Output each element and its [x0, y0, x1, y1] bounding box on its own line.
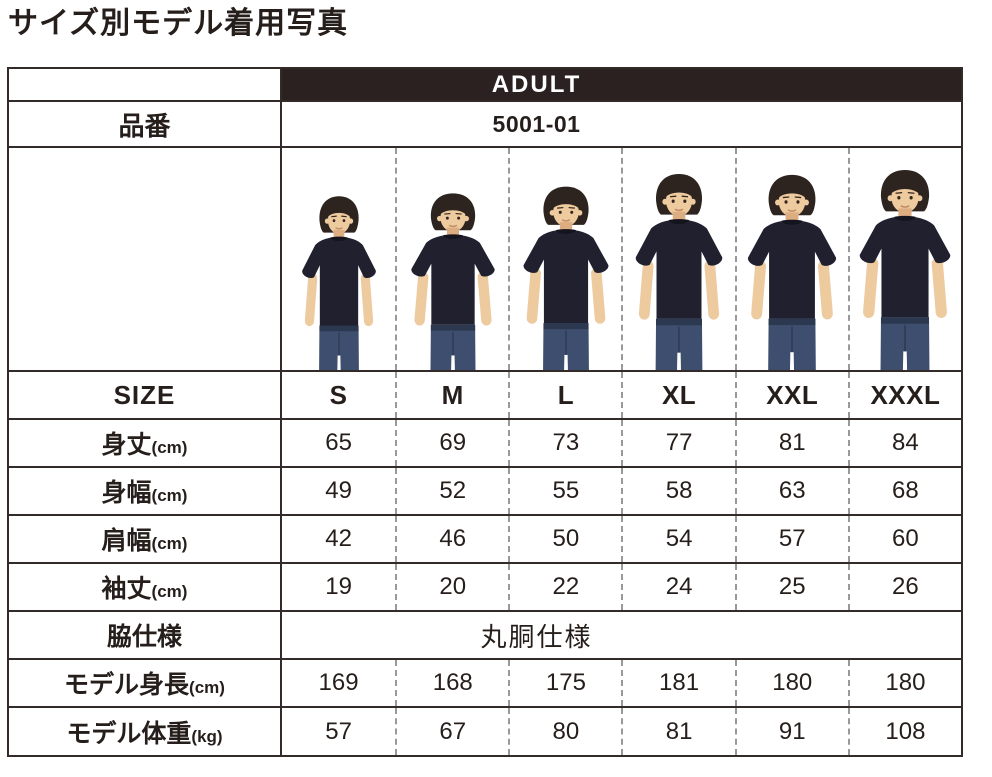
sleeve-length-row: 袖丈(cm) 19 20 22 24 25 26: [9, 564, 961, 612]
value-cell: 84: [847, 420, 961, 466]
row-label-text: 身幅: [101, 479, 152, 507]
size-cell-l: L: [508, 372, 621, 418]
value-cell: 46: [395, 516, 508, 562]
model-photo-s: [282, 148, 395, 370]
value-cell: 55: [508, 468, 621, 514]
photo-row-empty-label-cell: [9, 148, 282, 370]
value-cell: 52: [395, 468, 508, 514]
value-cell: 68: [847, 468, 961, 514]
value-cell: 180: [734, 660, 848, 706]
model-xl-figure: [635, 173, 724, 370]
value-cell: 19: [325, 573, 352, 600]
row-label-unit: (cm): [151, 438, 188, 457]
model-xxxl-figure: [859, 169, 952, 370]
row-label-text: モデル体重: [66, 719, 192, 748]
value-cell: 63: [734, 468, 848, 514]
size-cell-xl: XL: [621, 372, 734, 418]
value-cell: 22: [508, 564, 621, 610]
value-cell: 180: [847, 660, 961, 706]
value-cell: 60: [847, 516, 961, 562]
size-header-row: SIZE S M L XL XXL XXXL: [9, 372, 961, 420]
size-cell-xxl: XXL: [734, 372, 848, 418]
model-photo-l: [508, 148, 621, 370]
model-xxl-figure: [747, 174, 838, 370]
model-height-row: モデル身長(cm) 169 168 175 181 180 180: [9, 660, 961, 708]
value-cell: 65: [325, 429, 352, 456]
value-cell: 49: [325, 477, 352, 504]
row-label-text: 身丈: [101, 431, 152, 459]
size-spec-table: ADULT 品番 5001-01 SIZE S M L XL: [7, 67, 963, 757]
row-label-text: 肩幅: [101, 527, 152, 555]
row-label: 肩幅(cm): [9, 516, 282, 562]
category-header-row: ADULT: [9, 69, 961, 102]
row-label: 身丈(cm): [9, 420, 282, 466]
model-l-figure: [522, 185, 610, 370]
row-label: モデル体重(kg): [9, 708, 282, 755]
row-label-unit: (cm): [151, 486, 188, 505]
model-photo-m: [395, 148, 508, 370]
size-cell-xxxl: XXXL: [847, 372, 961, 418]
value-cell: 24: [621, 564, 734, 610]
product-number-value: 5001-01: [492, 110, 581, 137]
body-length-row: 身丈(cm) 65 69 73 77 81 84: [9, 420, 961, 468]
value-cell: 58: [621, 468, 734, 514]
row-label: 袖丈(cm): [9, 564, 282, 610]
size-cell-m: M: [395, 372, 508, 418]
model-photo-xxl: [734, 148, 848, 370]
row-label-unit: (cm): [151, 582, 188, 601]
page-title: サイズ別モデル着用写真: [8, 7, 349, 40]
model-s-figure: [301, 195, 377, 370]
value-cell: 91: [734, 708, 848, 755]
category-header: ADULT: [282, 69, 961, 100]
row-label: 身幅(cm): [9, 468, 282, 514]
value-cell: 69: [395, 420, 508, 466]
row-label-text: モデル身長: [64, 671, 190, 699]
model-m-figure: [410, 192, 496, 370]
value-cell: 57: [325, 717, 352, 745]
corner-empty-cell: [9, 69, 282, 100]
value-cell: 57: [734, 516, 848, 562]
model-photos-row: [9, 148, 961, 372]
value-cell: 25: [734, 564, 848, 610]
product-number-label: 品番: [9, 102, 282, 146]
body-width-row: 身幅(cm) 49 52 55 58 63 68: [9, 468, 961, 516]
value-cell: 26: [847, 564, 961, 610]
size-header-label: SIZE: [9, 372, 282, 418]
value-cell: 42: [325, 525, 352, 552]
row-label-unit: (cm): [189, 678, 225, 697]
value-cell: 73: [508, 420, 621, 466]
value-cell: 80: [508, 708, 621, 755]
row-label-text: 袖丈: [101, 575, 152, 603]
size-cell-s: S: [329, 379, 348, 410]
value-cell: 54: [621, 516, 734, 562]
value-cell: 175: [508, 660, 621, 706]
side-spec-row: 脇仕様 丸胴仕様: [9, 612, 961, 660]
row-label: モデル身長(cm): [9, 660, 282, 706]
model-photo-xxxl: [847, 148, 961, 370]
value-cell: 169: [318, 669, 359, 696]
value-cell: 81: [621, 708, 734, 755]
value-cell: 108: [847, 708, 961, 755]
shoulder-width-row: 肩幅(cm) 42 46 50 54 57 60: [9, 516, 961, 564]
value-cell: 181: [621, 660, 734, 706]
value-cell: 77: [621, 420, 734, 466]
model-photo-xl: [621, 148, 734, 370]
row-label-unit: (kg): [191, 726, 223, 746]
row-label-unit: (cm): [151, 534, 188, 553]
side-spec-label: 脇仕様: [9, 612, 282, 658]
value-cell: 20: [395, 564, 508, 610]
value-cell: 50: [508, 516, 621, 562]
model-weight-row: モデル体重(kg) 57 67 80 81 91 108: [9, 708, 961, 755]
product-number-row: 品番 5001-01: [9, 102, 961, 148]
value-cell: 81: [734, 420, 848, 466]
value-cell: 168: [395, 660, 508, 706]
value-cell: 67: [395, 708, 508, 755]
side-spec-value: 丸胴仕様: [480, 621, 593, 652]
